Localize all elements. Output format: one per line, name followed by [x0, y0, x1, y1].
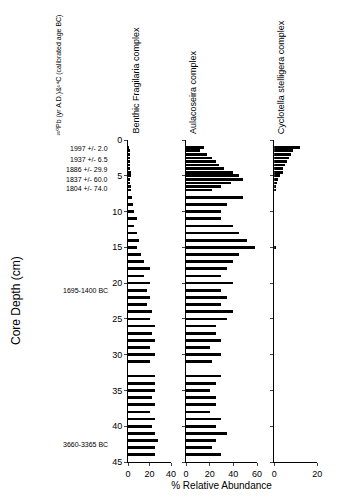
svg-text:3660-3365 BC: 3660-3365 BC: [63, 441, 108, 448]
svg-text:60: 60: [252, 469, 262, 479]
svg-text:Core Depth (cm): Core Depth (cm): [9, 256, 23, 345]
svg-text:20: 20: [112, 278, 122, 288]
svg-text:²¹⁰Pb (yr A.D.)&¹⁴C (calibrate: ²¹⁰Pb (yr A.D.)&¹⁴C (calibrated age BC): [55, 15, 63, 136]
svg-text:0: 0: [184, 469, 189, 479]
svg-text:25: 25: [112, 314, 122, 324]
svg-text:35: 35: [112, 386, 122, 396]
svg-text:40: 40: [228, 469, 238, 479]
svg-text:0: 0: [272, 469, 277, 479]
svg-text:1997 +/- 2.0: 1997 +/- 2.0: [70, 145, 108, 152]
svg-text:1804 +/- 74.0: 1804 +/- 74.0: [66, 185, 108, 192]
svg-text:5: 5: [117, 171, 122, 181]
svg-text:1886 +/- 29.9: 1886 +/- 29.9: [66, 166, 108, 173]
svg-text:30: 30: [112, 350, 122, 360]
svg-text:40: 40: [166, 469, 176, 479]
svg-text:1695-1400 BC: 1695-1400 BC: [63, 287, 108, 294]
svg-text:Cyclotella stelligera complex: Cyclotella stelligera complex: [276, 20, 286, 134]
svg-text:15: 15: [112, 242, 122, 252]
svg-text:Aulacoseira complex: Aulacoseira complex: [188, 51, 198, 135]
svg-text:45: 45: [112, 457, 122, 467]
svg-text:20: 20: [312, 469, 322, 479]
svg-text:10: 10: [112, 207, 122, 217]
svg-text:Benthic Fragilaria complex: Benthic Fragilaria complex: [131, 27, 141, 134]
svg-text:20: 20: [205, 469, 215, 479]
svg-text:1837 +/- 60.0: 1837 +/- 60.0: [66, 176, 108, 183]
svg-text:0: 0: [125, 469, 130, 479]
svg-text:40: 40: [112, 421, 122, 431]
svg-text:% Relative Abundance: % Relative Abundance: [171, 480, 272, 491]
svg-text:20: 20: [144, 469, 154, 479]
svg-text:1937 +/- 6.5: 1937 +/- 6.5: [70, 156, 108, 163]
svg-text:0: 0: [117, 135, 122, 145]
